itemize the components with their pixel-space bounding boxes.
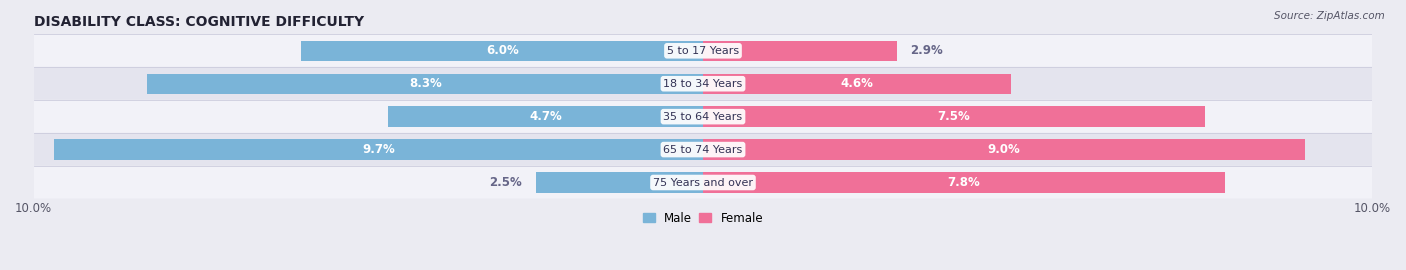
Bar <box>703 40 897 61</box>
Text: 7.5%: 7.5% <box>938 110 970 123</box>
Text: 5 to 17 Years: 5 to 17 Years <box>666 46 740 56</box>
Text: 4.6%: 4.6% <box>841 77 873 90</box>
Bar <box>703 139 1306 160</box>
Bar <box>34 34 1372 67</box>
Text: 2.5%: 2.5% <box>489 176 522 189</box>
Text: 9.7%: 9.7% <box>361 143 395 156</box>
Text: 2.9%: 2.9% <box>911 44 943 57</box>
Bar <box>388 106 703 127</box>
Text: 65 to 74 Years: 65 to 74 Years <box>664 144 742 155</box>
Text: 4.7%: 4.7% <box>529 110 562 123</box>
Text: 7.8%: 7.8% <box>948 176 980 189</box>
Legend: Male, Female: Male, Female <box>638 207 768 229</box>
Text: DISABILITY CLASS: COGNITIVE DIFFICULTY: DISABILITY CLASS: COGNITIVE DIFFICULTY <box>34 15 364 29</box>
Bar <box>34 67 1372 100</box>
Bar <box>703 106 1205 127</box>
Bar <box>148 73 703 94</box>
Text: Source: ZipAtlas.com: Source: ZipAtlas.com <box>1274 11 1385 21</box>
Bar <box>34 100 1372 133</box>
Bar <box>536 172 703 193</box>
Bar <box>34 133 1372 166</box>
Text: 18 to 34 Years: 18 to 34 Years <box>664 79 742 89</box>
Bar <box>53 139 703 160</box>
Bar <box>301 40 703 61</box>
Text: 6.0%: 6.0% <box>486 44 519 57</box>
Text: 9.0%: 9.0% <box>988 143 1021 156</box>
Bar <box>703 172 1225 193</box>
Bar <box>703 73 1011 94</box>
Text: 35 to 64 Years: 35 to 64 Years <box>664 112 742 122</box>
Text: 75 Years and over: 75 Years and over <box>652 177 754 187</box>
Bar <box>34 166 1372 199</box>
Text: 8.3%: 8.3% <box>409 77 441 90</box>
